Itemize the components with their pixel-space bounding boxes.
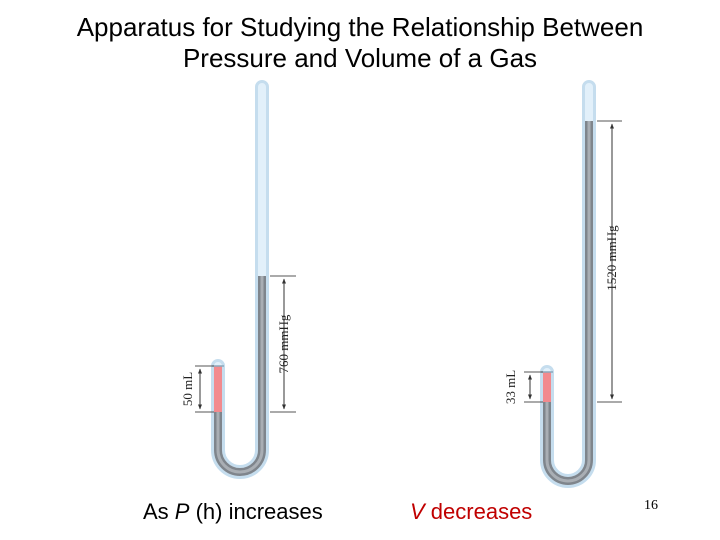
right-glass-tube: [540, 80, 596, 488]
caption-pressure-increases: As P (h) increases: [143, 498, 323, 526]
right-manometer: 1520 mmHg 33 mL: [503, 80, 622, 488]
caption-volume-decreases: V decreases: [410, 498, 532, 526]
caption-right-variable: V: [410, 499, 425, 524]
right-pressure-label: 1520 mmHg: [604, 225, 619, 291]
page-number: 16: [644, 498, 658, 513]
slide-title: Apparatus for Studying the Relationship …: [0, 12, 720, 74]
left-manometer: 760 mmHg 50 mL: [180, 80, 296, 479]
title-line-2: Pressure and Volume of a Gas: [182, 43, 538, 73]
left-pressure-label: 760 mmHg: [276, 314, 291, 373]
caption-left-variable: P: [174, 499, 190, 524]
title-line-1: Apparatus for Studying the Relationship …: [76, 12, 644, 42]
right-volume-label: 33 mL: [503, 370, 518, 404]
caption-left-prefix: As: [143, 499, 175, 524]
caption-right-suffix: decreases: [424, 499, 533, 524]
left-glass-tube: [211, 80, 269, 479]
left-volume-label: 50 mL: [180, 372, 195, 406]
caption-left-suffix: (h) increases: [189, 499, 323, 524]
